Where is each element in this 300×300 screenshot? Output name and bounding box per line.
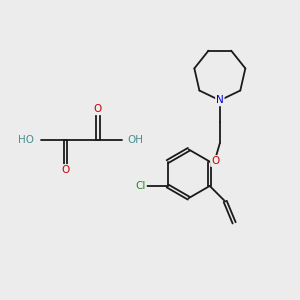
Text: O: O (211, 156, 219, 166)
Text: N: N (216, 95, 224, 105)
Text: OH: OH (128, 135, 144, 145)
Text: HO: HO (18, 135, 34, 145)
Text: O: O (61, 165, 69, 175)
Text: Cl: Cl (136, 181, 146, 191)
Text: O: O (94, 104, 102, 114)
